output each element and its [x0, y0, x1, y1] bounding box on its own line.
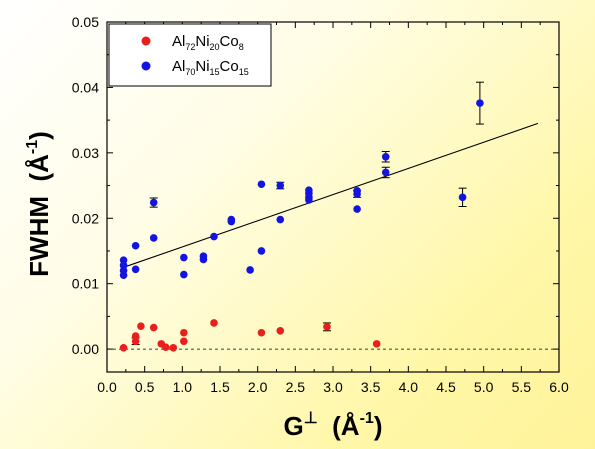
data-point-series-2 — [246, 266, 254, 274]
data-point-series-1 — [137, 322, 145, 331]
data-point-series-2 — [305, 186, 313, 194]
legend-label-series-1: Al72Ni20Co8 — [172, 33, 244, 52]
data-point-series-2 — [476, 99, 484, 107]
data-point-series-2 — [210, 232, 218, 241]
data-point-series-2 — [180, 270, 188, 279]
data-point-series-2 — [276, 181, 285, 190]
data-point-series-2 — [227, 215, 236, 224]
data-point-series-1 — [180, 328, 188, 337]
legend-marker-series-1 — [141, 36, 151, 46]
data-point-series-1 — [372, 340, 381, 348]
x-tick-label: 5.5 — [512, 379, 532, 395]
data-point-series-1 — [161, 343, 170, 351]
data-point-series-2 — [131, 241, 140, 250]
legend: Al72Ni20Co8 Al70Ni15Co15 — [108, 23, 272, 87]
fit-line-group — [123, 122, 539, 268]
data-point-series-2 — [353, 186, 361, 195]
data-point-series-1 — [131, 332, 140, 340]
data-point-series-2 — [353, 205, 361, 213]
data-point-series-1 — [276, 326, 285, 335]
tick-labels: 0.0 0.5 1.0 1.5 2.0 2.5 3.0 3.5 4.0 4.5 5.0 5.5 6.0 0… — [72, 14, 569, 395]
x-tick-label: 1.5 — [210, 379, 230, 395]
y-tick-label: 0.02 — [72, 210, 99, 226]
data-point-series-2 — [257, 247, 266, 255]
data-point-series-2 — [119, 266, 128, 275]
y-tick-label: 0.04 — [72, 79, 99, 95]
fit-line — [123, 122, 539, 268]
data-point-series-2 — [180, 253, 188, 262]
data-point-series-1 — [149, 323, 158, 332]
data-point-series-1 — [169, 343, 178, 352]
x-tick-label: 2.5 — [286, 379, 306, 395]
x-tick-label: 4.0 — [399, 379, 419, 395]
data-point-series-2 — [119, 261, 128, 270]
y-tick-label: 0.03 — [72, 145, 99, 161]
x-tick-label: 2.0 — [248, 379, 268, 395]
x-tick-label: 0.0 — [97, 379, 117, 395]
y-tick-label: 0.01 — [72, 276, 99, 292]
y-axis-title: FWHM (Å-1) — [24, 131, 54, 277]
data-point-series-2 — [119, 256, 128, 264]
data-point-series-2 — [276, 215, 285, 224]
data-point-series-1 — [210, 319, 218, 327]
data-point-series-1 — [119, 343, 128, 352]
data-point-series-1 — [131, 337, 140, 346]
x-tick-label: 4.5 — [436, 379, 456, 395]
data-point-series-2 — [199, 252, 208, 261]
legend-marker-series-2 — [141, 61, 151, 71]
x-tick-label: 0.5 — [135, 379, 155, 395]
data-point-series-1 — [257, 328, 266, 337]
x-tick-label: 1.0 — [173, 379, 193, 395]
data-point-series-2 — [149, 234, 158, 242]
data-points — [119, 81, 484, 352]
x-tick-label: 5.0 — [474, 379, 494, 395]
data-point-series-2 — [149, 198, 158, 207]
data-point-series-2 — [381, 168, 390, 177]
data-point-series-2 — [458, 193, 467, 202]
data-point-series-2 — [381, 152, 390, 161]
x-tick-label: 3.5 — [361, 379, 381, 395]
x-tick-label: 6.0 — [549, 379, 569, 395]
x-tick-label: 3.0 — [323, 379, 343, 395]
data-point-series-2 — [131, 265, 140, 274]
y-tick-label: 0.00 — [72, 341, 99, 357]
x-axis-title: G⊥ (Å-1) — [284, 410, 383, 441]
data-point-series-2 — [257, 180, 266, 189]
legend-box — [108, 23, 272, 87]
y-tick-label: 0.05 — [72, 14, 99, 30]
data-point-series-1 — [323, 323, 331, 331]
data-point-series-1 — [180, 337, 188, 346]
